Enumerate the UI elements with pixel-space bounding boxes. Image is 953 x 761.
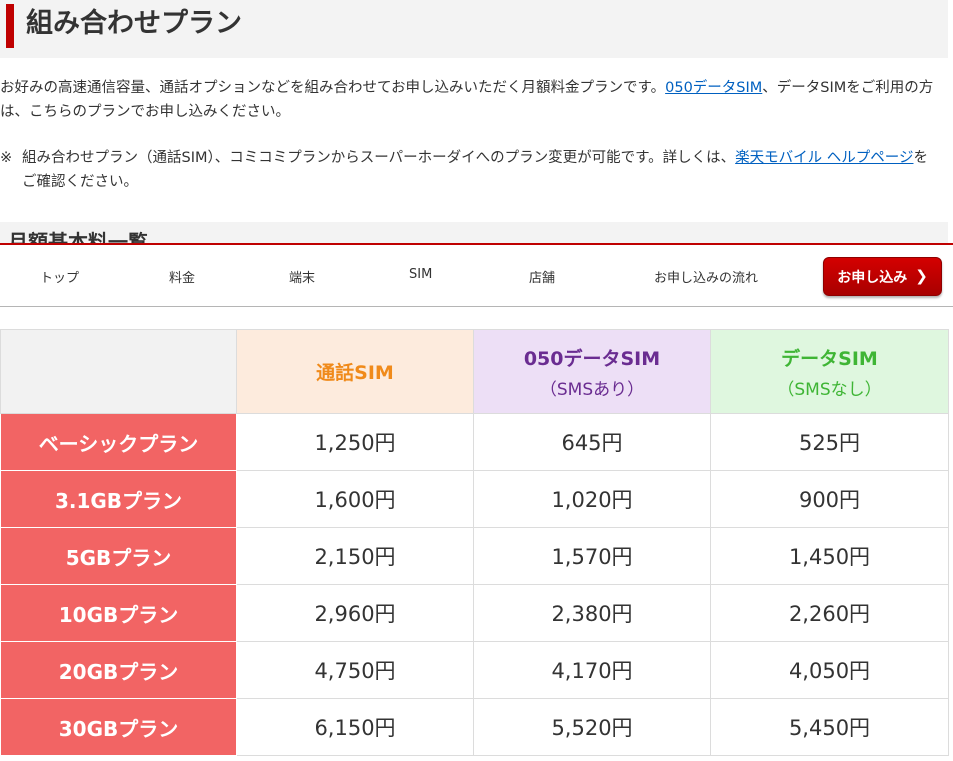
plan-name-cell: 30GBプラン	[0, 698, 237, 756]
column-header-050-data-sim: 050データSIM （SMSあり）	[473, 329, 711, 414]
price-cell: 6,150円	[236, 698, 474, 756]
nav-item-application-flow[interactable]: お申し込みの流れ	[654, 271, 759, 286]
nav-item-pricing[interactable]: 料金	[169, 271, 196, 286]
plan-name-cell: 5GBプラン	[0, 527, 237, 585]
table-row: 5GBプラン 2,150円 1,570円 1,450円	[0, 527, 949, 585]
intro-text: お好みの高速通信容量、通話オプションなどを組み合わせてお申し込みいただく月額料金…	[0, 80, 934, 120]
price-cell: 645円	[473, 413, 711, 471]
price-table: 通話SIM 050データSIM （SMSあり） データSIM （SMSなし） ベーシ…	[0, 329, 949, 756]
price-cell: 1,570円	[473, 527, 711, 585]
plan-name-cell: 3.1GBプラン	[0, 470, 237, 528]
nav-item-stores[interactable]: 店舗	[529, 271, 556, 286]
price-cell: 2,380円	[473, 584, 711, 642]
sub-section-title: 月額基本料一覧	[8, 230, 148, 246]
price-cell: 4,170円	[473, 641, 711, 699]
nav-item-devices[interactable]: 端末	[289, 271, 316, 286]
column-header-data-sim: データSIM （SMSなし）	[710, 329, 949, 414]
table-row: 20GBプラン 4,750円 4,170円 4,050円	[0, 641, 949, 699]
note-mark: ※	[0, 150, 13, 166]
table-row: 30GBプラン 6,150円 5,520円 5,450円	[0, 698, 949, 756]
nav-item-sim[interactable]: SIM	[409, 267, 433, 282]
price-cell: 525円	[710, 413, 949, 471]
price-cell: 1,020円	[473, 470, 711, 528]
sticky-navbar: トップ 料金 端末 SIM 店舗 お申し込みの流れ お申し込み ❯	[0, 243, 953, 307]
table-header-row: 通話SIM 050データSIM （SMSあり） データSIM （SMSなし）	[0, 329, 949, 414]
chevron-right-icon: ❯	[915, 267, 928, 285]
apply-button-label: お申し込み	[837, 269, 908, 286]
plan-name-cell: 10GBプラン	[0, 584, 237, 642]
table-row: ベーシックプラン 1,250円 645円 525円	[0, 413, 949, 471]
column-header-voice-sim: 通話SIM	[236, 329, 474, 414]
link-help-page[interactable]: 楽天モバイル ヘルプページ	[735, 150, 914, 166]
page-title: 組み合わせプラン	[26, 8, 242, 39]
table-corner-cell	[0, 329, 237, 414]
sub-section-header: 月額基本料一覧	[0, 222, 948, 246]
price-cell: 900円	[710, 470, 949, 528]
price-cell: 1,250円	[236, 413, 474, 471]
table-row: 3.1GBプラン 1,600円 1,020円 900円	[0, 470, 949, 528]
nav-item-top[interactable]: トップ	[40, 271, 80, 286]
price-cell: 2,260円	[710, 584, 949, 642]
plan-name-cell: ベーシックプラン	[0, 413, 237, 471]
price-cell: 4,750円	[236, 641, 474, 699]
heading-accent-bar	[6, 4, 14, 48]
price-cell: 5,450円	[710, 698, 949, 756]
price-cell: 5,520円	[473, 698, 711, 756]
price-cell: 2,150円	[236, 527, 474, 585]
price-cell: 1,600円	[236, 470, 474, 528]
price-cell: 1,450円	[710, 527, 949, 585]
apply-button[interactable]: お申し込み ❯	[823, 257, 942, 296]
price-cell: 2,960円	[236, 584, 474, 642]
price-cell: 4,050円	[710, 641, 949, 699]
page-heading: 組み合わせプラン	[0, 0, 948, 58]
plan-name-cell: 20GBプラン	[0, 641, 237, 699]
link-050-data-sim[interactable]: 050データSIM	[665, 80, 763, 96]
table-row: 10GBプラン 2,960円 2,380円 2,260円	[0, 584, 949, 642]
